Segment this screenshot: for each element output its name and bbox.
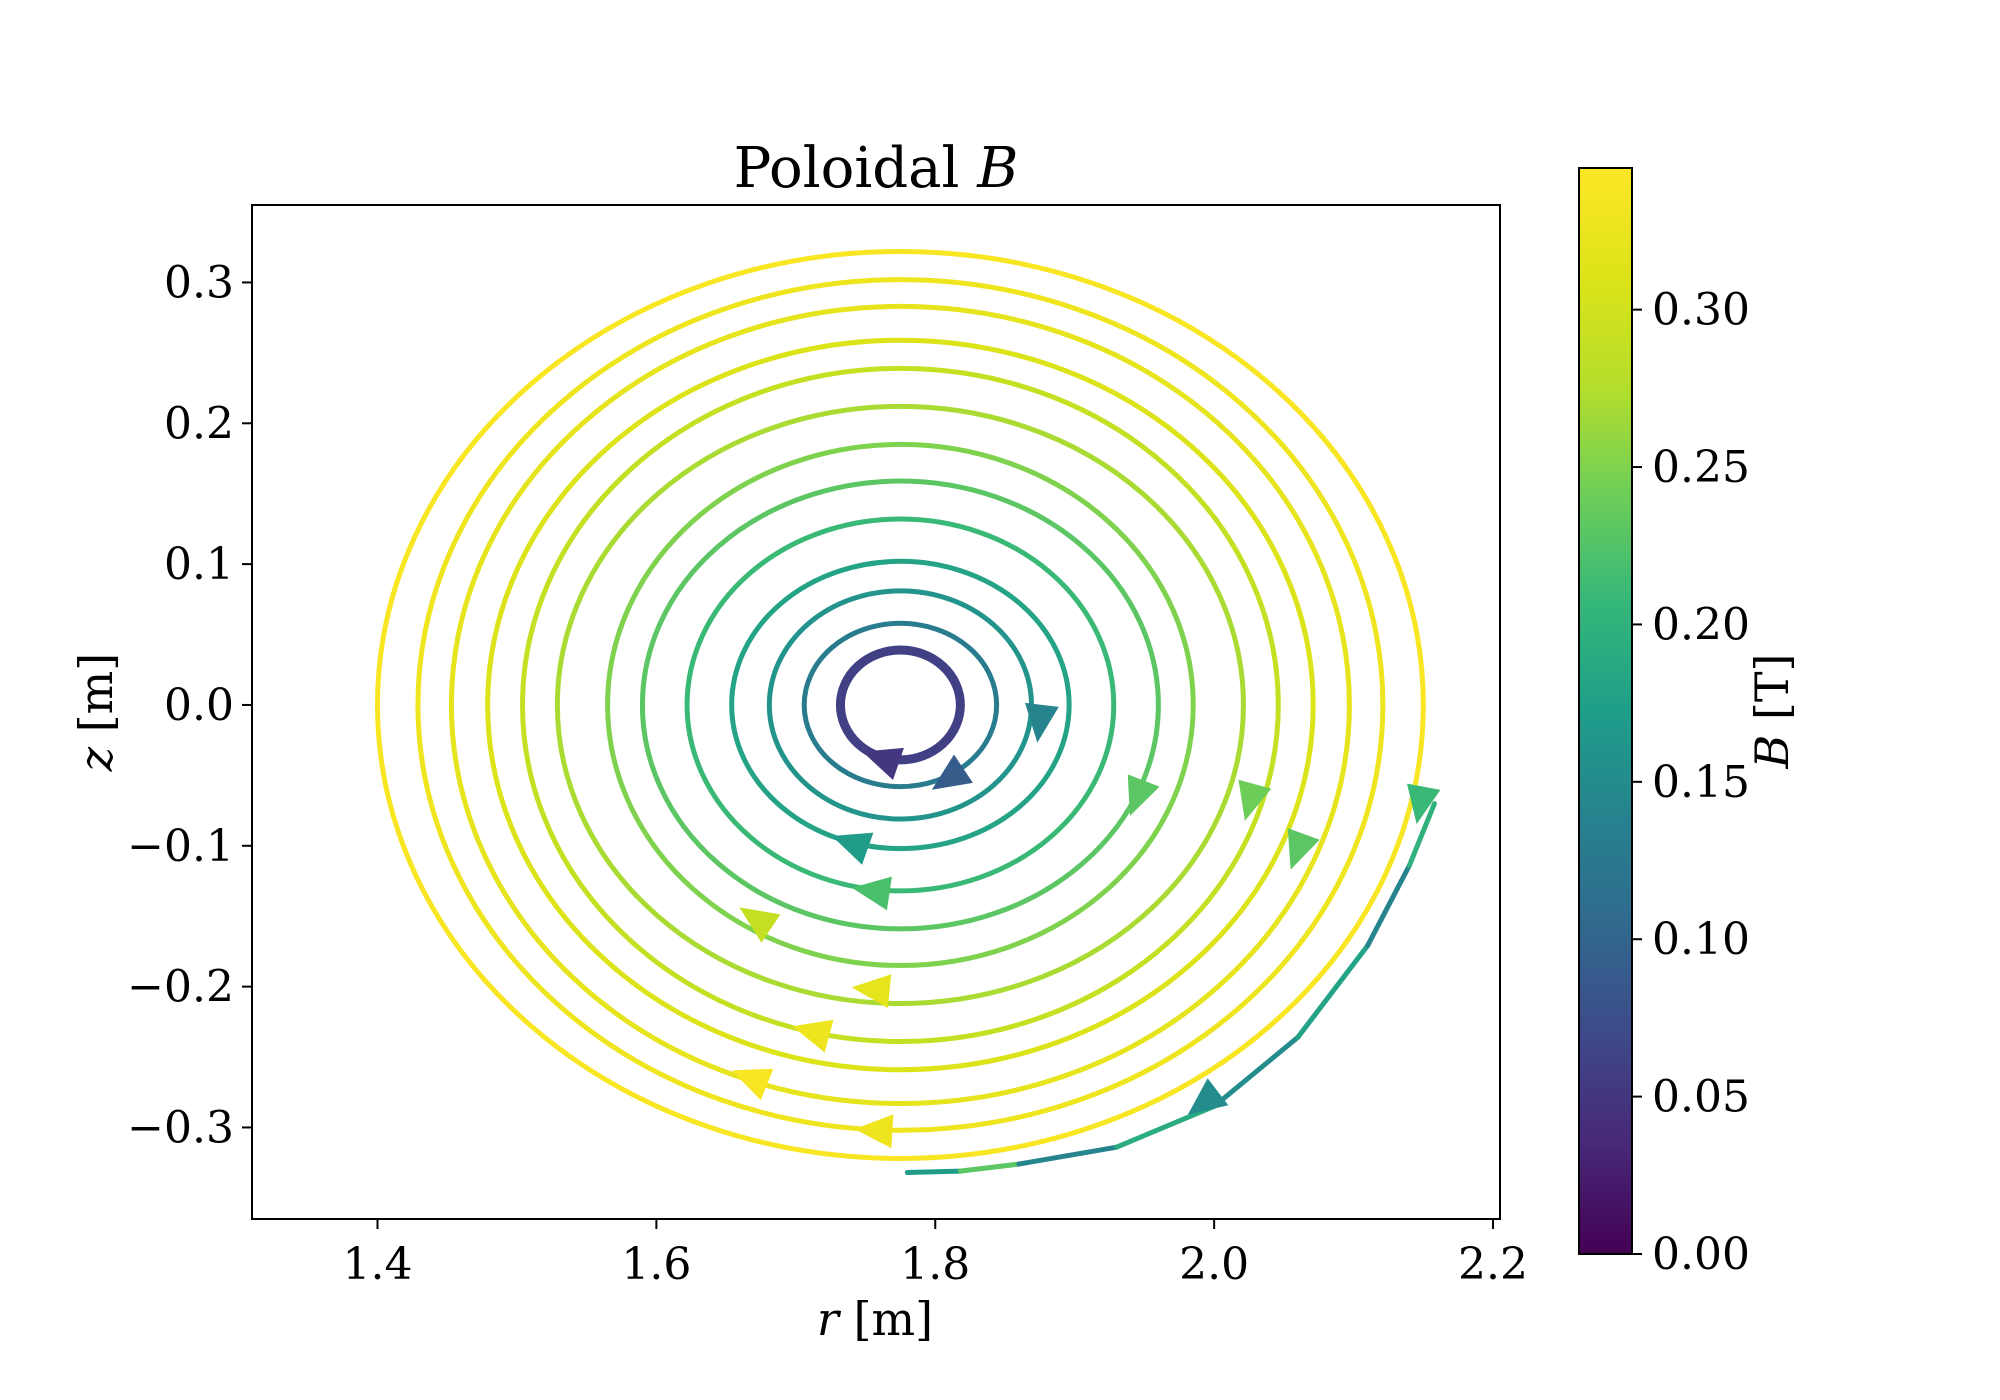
open-streamline-segment xyxy=(1211,1034,1301,1109)
streamline-7 xyxy=(605,441,1196,968)
stream-arrow-11 xyxy=(851,974,892,1009)
x-tick-label: 1.4 xyxy=(343,1239,413,1290)
stream-arrow-7 xyxy=(739,907,781,943)
streamline-1 xyxy=(835,645,965,765)
stream-arrow-4 xyxy=(831,832,874,865)
stream-arrow-1 xyxy=(862,747,904,781)
stream-arrow-10 xyxy=(1407,783,1441,825)
y-tick-label: 0.1 xyxy=(164,539,234,590)
streamline-2 xyxy=(801,620,1000,790)
colorbar-tick-label: 0.05 xyxy=(1652,1072,1750,1123)
plot-frame xyxy=(251,204,1501,1220)
streamline-4 xyxy=(729,558,1072,852)
stream-arrow-5 xyxy=(851,876,892,911)
y-axis: 0.3 0.2 0.1 0.0 −0.1 −0.2 −0.3 xyxy=(127,257,252,1153)
y-tick-label: 0.2 xyxy=(164,398,234,449)
streamline-12 xyxy=(415,277,1386,1133)
x-axis: 1.4 1.6 1.8 2.0 2.2 xyxy=(343,1219,1528,1290)
y-tick-label: −0.1 xyxy=(127,821,234,872)
colorbar-label: B [T] xyxy=(1745,653,1799,769)
colorbar-gradient xyxy=(1579,168,1632,1254)
stream-arrow-12 xyxy=(792,1019,834,1053)
colorbar-tick-label: 0.15 xyxy=(1652,757,1750,808)
y-axis-label: z [m] xyxy=(69,653,123,772)
colorbar-ticks: 0.00 0.05 0.10 0.15 0.20 0.25 0.30 xyxy=(1632,285,1750,1280)
open-streamline-segment xyxy=(957,1161,1022,1174)
colorbar-tick-label: 0.25 xyxy=(1652,442,1750,493)
open-streamline-segment xyxy=(1114,1103,1217,1150)
plot-area xyxy=(251,204,1501,1220)
streamline-6 xyxy=(639,478,1161,932)
x-tick-label: 1.8 xyxy=(900,1239,970,1290)
stream-arrow-2 xyxy=(931,754,973,790)
stream-arrow-15 xyxy=(1187,1078,1229,1115)
stream-arrow-9 xyxy=(1287,828,1320,870)
open-streamline-segment xyxy=(904,1168,963,1176)
open-streamline-segment xyxy=(1016,1144,1120,1167)
stream-arrows xyxy=(731,702,1441,1149)
colorbar-frame xyxy=(1578,167,1633,1255)
streamline-10 xyxy=(485,337,1316,1073)
streamline-13 xyxy=(374,248,1426,1161)
streamline-8 xyxy=(554,403,1246,1007)
streamline-11 xyxy=(448,303,1352,1107)
x-axis-label: r [m] xyxy=(817,1292,933,1346)
y-tick-label: 0.0 xyxy=(164,680,234,731)
stream-arrow-3 xyxy=(1025,702,1059,743)
stream-arrow-8 xyxy=(1238,779,1272,821)
streamlines xyxy=(374,248,1437,1176)
colorbar-tick-label: 0.10 xyxy=(1652,914,1750,965)
y-tick-label: 0.3 xyxy=(164,257,234,308)
y-tick-label: −0.2 xyxy=(127,962,234,1013)
x-tick-label: 2.2 xyxy=(1458,1239,1528,1290)
stream-arrow-14 xyxy=(854,1114,894,1149)
colorbar: 0.00 0.05 0.10 0.15 0.20 0.25 0.30 B [T] xyxy=(1578,167,1799,1280)
y-tick-label: −0.3 xyxy=(127,1102,234,1153)
stream-arrow-6 xyxy=(1127,774,1160,816)
open-streamline-segment xyxy=(1406,801,1437,869)
open-streamline-segment xyxy=(1295,943,1371,1040)
colorbar-tick-label: 0.00 xyxy=(1652,1229,1750,1280)
chart-title: Poloidal B xyxy=(734,136,1019,201)
stream-arrow-13 xyxy=(731,1068,774,1101)
open-streamline-segment xyxy=(1365,863,1412,949)
x-tick-label: 2.0 xyxy=(1179,1239,1249,1290)
x-tick-label: 1.6 xyxy=(621,1239,691,1290)
colorbar-tick-label: 0.20 xyxy=(1652,599,1750,650)
streamline-5 xyxy=(684,516,1117,894)
streamline-9 xyxy=(520,365,1281,1045)
colorbar-tick-label: 0.30 xyxy=(1652,285,1750,336)
